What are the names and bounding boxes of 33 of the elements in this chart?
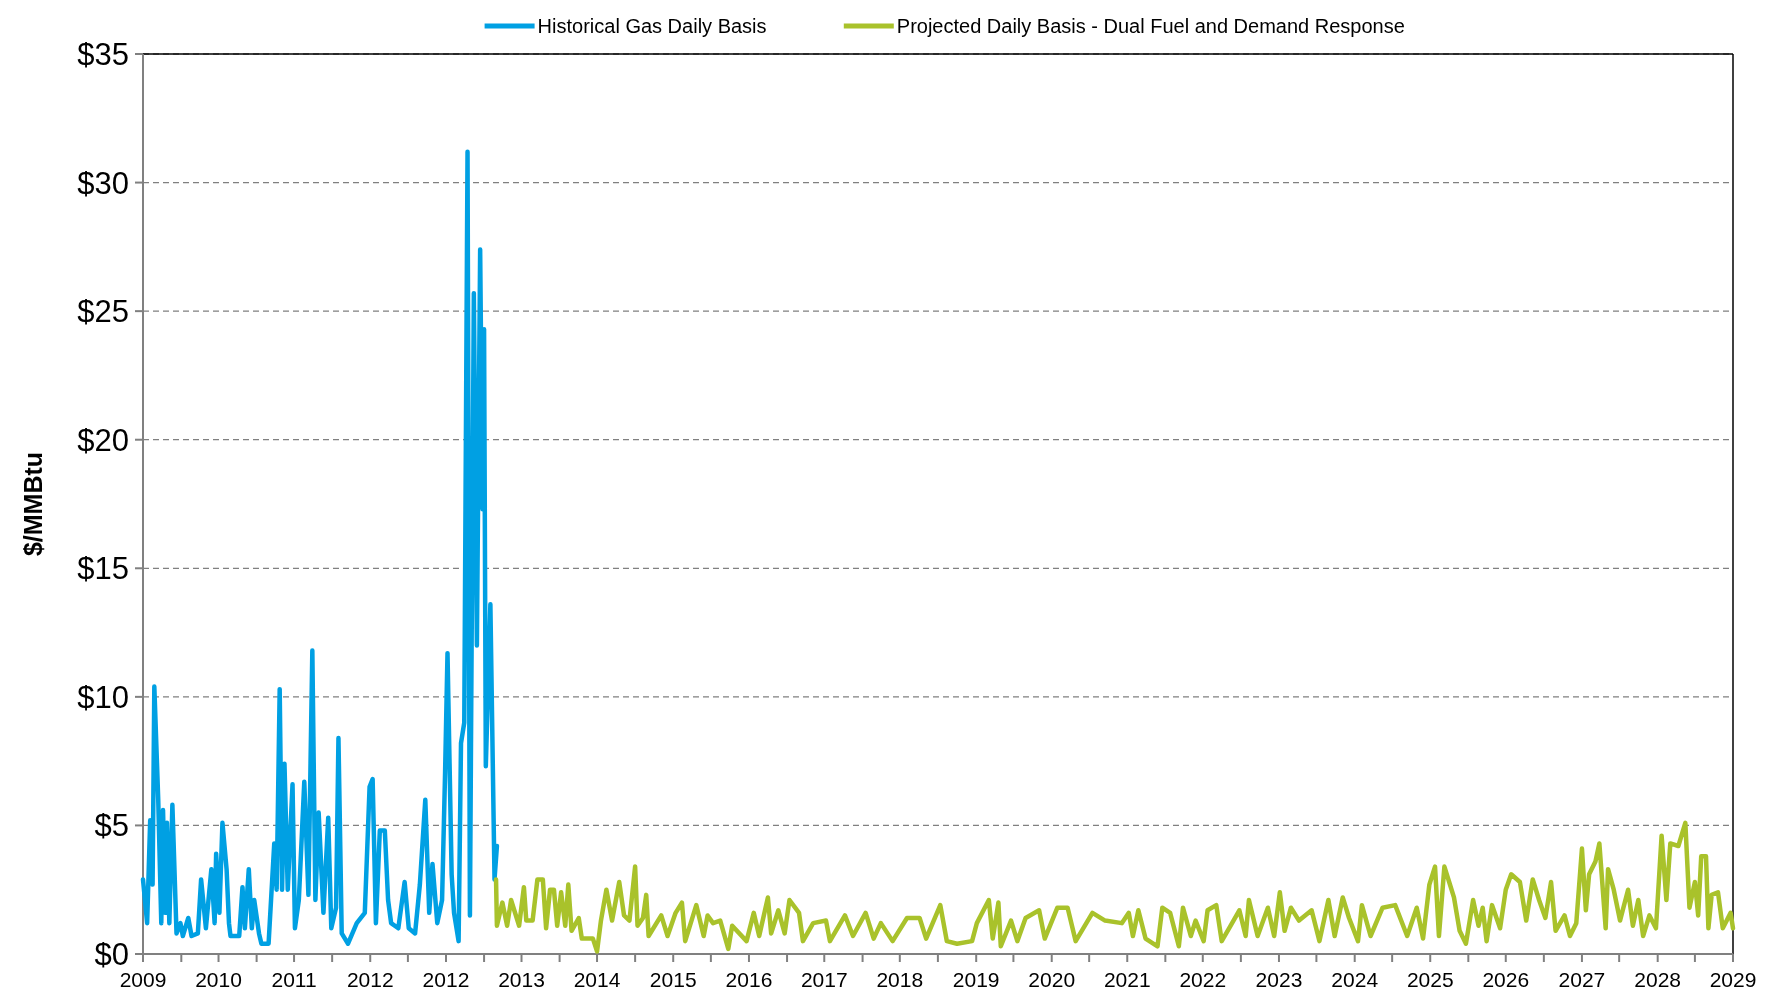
line-series	[140, 149, 500, 946]
x-tick-label: 2022	[1179, 968, 1227, 991]
x-tick-label: 2024	[1331, 968, 1379, 991]
x-tick-label: 2023	[1255, 968, 1303, 991]
x-tick-label: 2020	[1028, 968, 1076, 991]
x-tick-label: 2026	[1482, 968, 1530, 991]
y-tick-label: $5	[94, 808, 129, 844]
legend-label: Historical Gas Daily Basis	[537, 15, 767, 37]
x-tick-label: 2016	[725, 968, 773, 991]
x-tick-label: 2012	[346, 968, 394, 991]
x-tick-label: 2027	[1558, 968, 1606, 991]
y-tick-label: $25	[77, 294, 129, 330]
x-tick-label: 2011	[271, 968, 317, 991]
y-tick-label: $15	[77, 551, 129, 587]
y-tick-label: $35	[77, 37, 129, 72]
y-tick-label: $10	[77, 679, 129, 715]
line-series	[493, 820, 1736, 954]
x-tick-label: 2025	[1406, 968, 1454, 991]
x-tick-label: 2028	[1634, 968, 1682, 991]
x-tick-label: 2010	[195, 968, 242, 991]
x-tick-label: 2019	[952, 968, 1000, 991]
legend-label: Projected Daily Basis - Dual Fuel and Demand Response	[896, 15, 1405, 37]
x-tick-label: 2015	[649, 968, 697, 991]
x-tick-label: 2029	[1709, 968, 1757, 991]
x-tick-label: 2013	[498, 968, 545, 991]
x-tick-label: 2012	[422, 968, 470, 991]
y-axis-title: $/MMBtu	[19, 451, 47, 557]
x-tick-label: 2014	[573, 968, 621, 991]
x-tick-label: 2021	[1103, 968, 1151, 991]
y-tick-label: $20	[77, 422, 129, 458]
y-tick-label: $30	[77, 165, 129, 201]
x-tick-label: 2018	[876, 968, 924, 991]
x-tick-label: 2017	[800, 968, 848, 991]
